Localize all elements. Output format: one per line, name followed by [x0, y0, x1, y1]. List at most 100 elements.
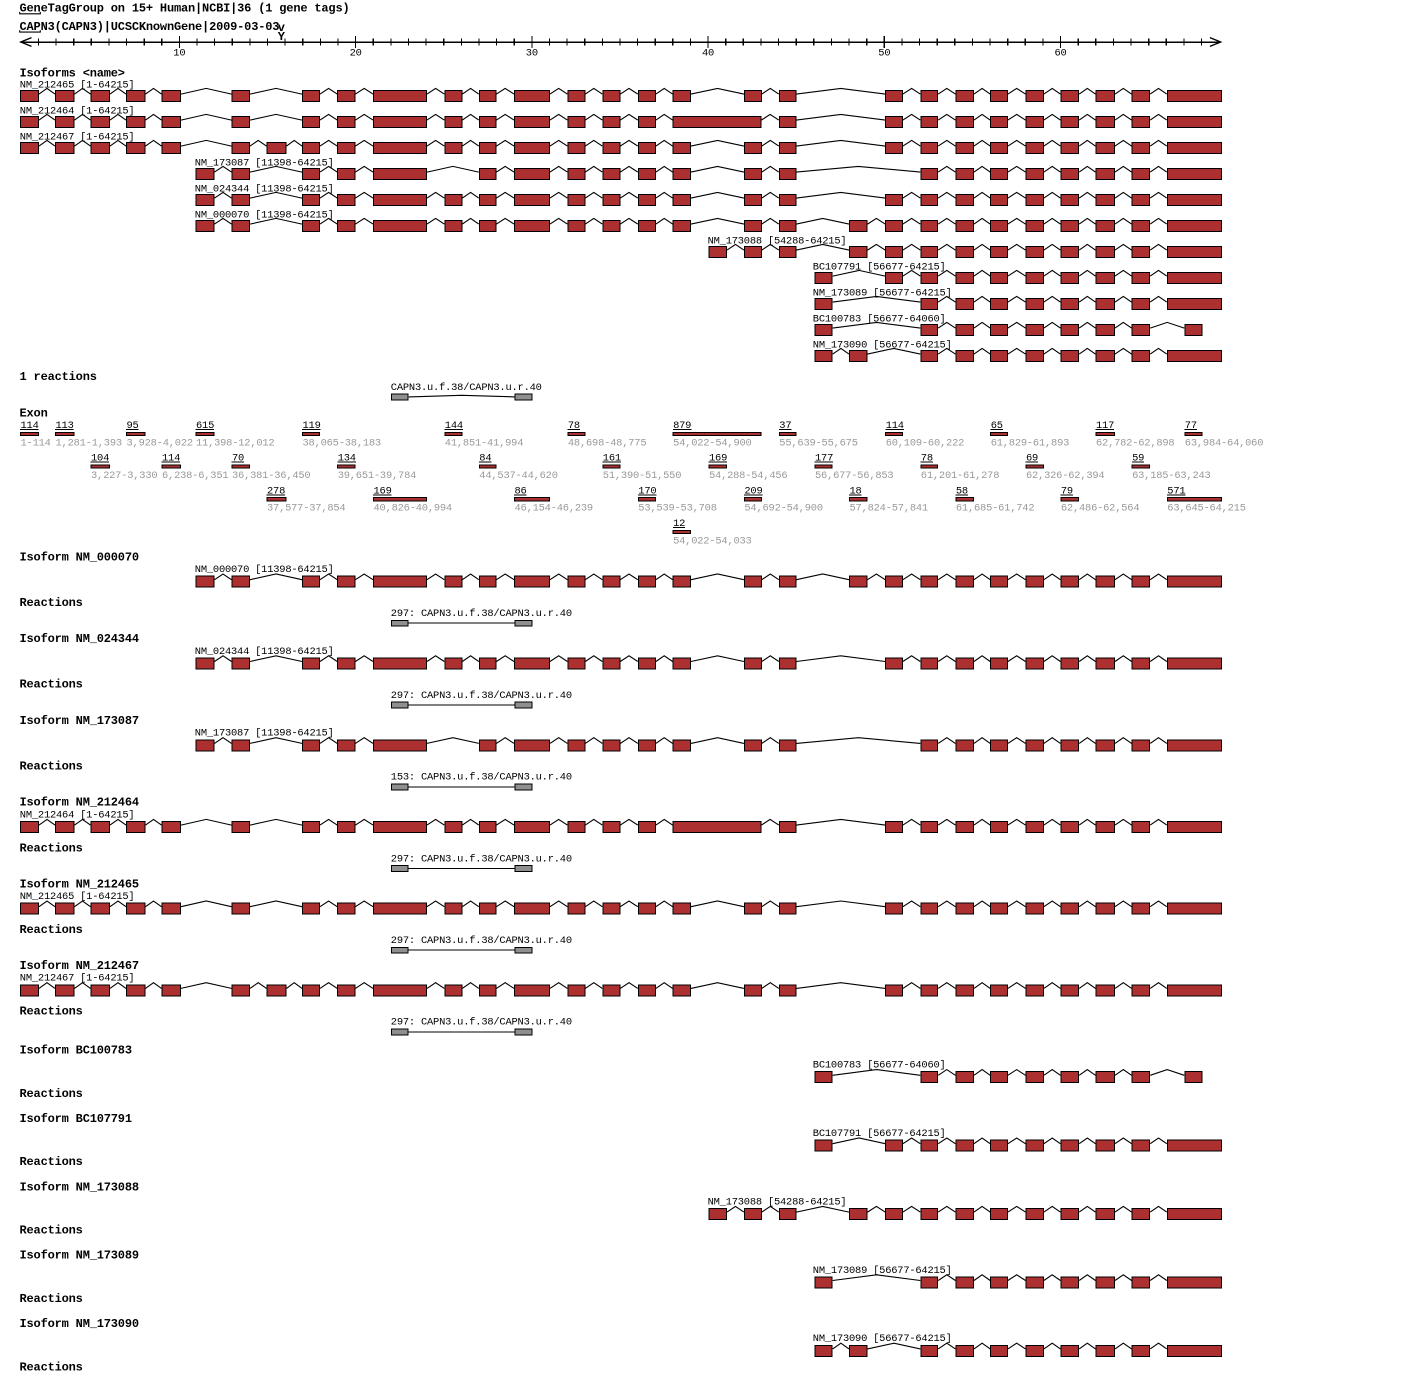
svg-text:153: CAPN3.u.f.38/CAPN3.u.r.40: 153: CAPN3.u.f.38/CAPN3.u.r.40	[391, 772, 572, 784]
svg-text:879: 879	[673, 420, 691, 432]
svg-text:NM_173088 [54288-64215]: NM_173088 [54288-64215]	[708, 1196, 847, 1208]
svg-text:Isoform NM_173090: Isoform NM_173090	[20, 1317, 139, 1331]
svg-text:170: 170	[638, 485, 656, 497]
svg-text:Reactions: Reactions	[20, 596, 83, 610]
svg-text:NM_000070 [11398-64215]: NM_000070 [11398-64215]	[195, 210, 334, 222]
svg-text:114: 114	[162, 453, 180, 465]
svg-text:40,826-40,994: 40,826-40,994	[374, 503, 452, 515]
svg-text:Isoforms <name>: Isoforms <name>	[20, 67, 125, 81]
svg-text:BC100783 [56677-64060]: BC100783 [56677-64060]	[813, 1060, 946, 1072]
svg-text:117: 117	[1096, 420, 1114, 432]
svg-text:114: 114	[21, 420, 39, 432]
svg-text:78: 78	[568, 420, 580, 432]
svg-text:NM_173089 [56677-64215]: NM_173089 [56677-64215]	[813, 1265, 952, 1277]
svg-text:1 reactions: 1 reactions	[20, 370, 97, 384]
svg-text:58: 58	[956, 485, 968, 497]
svg-text:Isoform NM_212465: Isoform NM_212465	[20, 877, 139, 891]
svg-text:114: 114	[886, 420, 904, 432]
svg-text:55,639-55,675: 55,639-55,675	[779, 437, 857, 449]
svg-text:297: CAPN3.u.f.38/CAPN3.u.r.40: 297: CAPN3.u.f.38/CAPN3.u.r.40	[391, 608, 572, 620]
svg-text:Isoform NM_173089: Isoform NM_173089	[20, 1249, 139, 1263]
svg-text:297: CAPN3.u.f.38/CAPN3.u.r.40: 297: CAPN3.u.f.38/CAPN3.u.r.40	[391, 690, 572, 702]
svg-text:86: 86	[515, 485, 527, 497]
svg-text:v: v	[278, 21, 285, 35]
svg-text:GeneTagGroup on 15+ Human|NCBI: GeneTagGroup on 15+ Human|NCBI|36 (1 gen…	[20, 1, 350, 15]
svg-text:41,851-41,994: 41,851-41,994	[445, 437, 523, 449]
svg-text:44,537-44,620: 44,537-44,620	[479, 470, 557, 482]
svg-text:63,984-64,060: 63,984-64,060	[1185, 437, 1263, 449]
svg-text:209: 209	[744, 485, 762, 497]
svg-text:Reactions: Reactions	[20, 1292, 83, 1306]
svg-text:BC100783 [56677-64060]: BC100783 [56677-64060]	[813, 314, 946, 326]
svg-text:Reactions: Reactions	[20, 1224, 83, 1238]
svg-text:BC107791 [56677-64215]: BC107791 [56677-64215]	[813, 1128, 946, 1140]
svg-text:62,326-62,394: 62,326-62,394	[1026, 470, 1104, 482]
svg-text:NM_173089 [56677-64215]: NM_173089 [56677-64215]	[813, 288, 952, 300]
svg-text:CAPN3.u.f.38/CAPN3.u.r.40: CAPN3.u.f.38/CAPN3.u.r.40	[391, 382, 542, 394]
svg-text:54,288-54,456: 54,288-54,456	[709, 470, 787, 482]
svg-text:77: 77	[1185, 420, 1197, 432]
svg-text:18: 18	[850, 485, 862, 497]
svg-text:NM_212464 [1-64215]: NM_212464 [1-64215]	[20, 106, 135, 118]
svg-text:65: 65	[991, 420, 1003, 432]
svg-text:NM_173088 [54288-64215]: NM_173088 [54288-64215]	[708, 236, 847, 248]
svg-text:NM_173090 [56677-64215]: NM_173090 [56677-64215]	[813, 1333, 952, 1345]
svg-text:3,928-4,022: 3,928-4,022	[127, 437, 193, 449]
svg-text:12: 12	[673, 518, 685, 530]
svg-text:Isoform NM_000070: Isoform NM_000070	[20, 550, 139, 564]
svg-text:30: 30	[526, 48, 538, 60]
svg-text:Reactions: Reactions	[20, 760, 83, 774]
svg-text:169: 169	[374, 485, 392, 497]
svg-text:61,829-61,893: 61,829-61,893	[991, 437, 1069, 449]
svg-text:113: 113	[56, 420, 74, 432]
svg-text:Isoform NM_173087: Isoform NM_173087	[20, 714, 139, 728]
svg-text:38,065-38,183: 38,065-38,183	[303, 437, 381, 449]
svg-text:20: 20	[350, 48, 362, 60]
svg-text:NM_000070 [11398-64215]: NM_000070 [11398-64215]	[195, 564, 334, 576]
svg-text:62,782-62,898: 62,782-62,898	[1096, 437, 1174, 449]
svg-text:144: 144	[445, 420, 463, 432]
svg-text:Isoform NM_024344: Isoform NM_024344	[20, 632, 139, 646]
svg-text:Isoform NM_212464: Isoform NM_212464	[20, 796, 139, 810]
svg-text:95: 95	[127, 420, 139, 432]
svg-text:NM_173087 [11398-64215]: NM_173087 [11398-64215]	[195, 728, 334, 740]
svg-text:Reactions: Reactions	[20, 841, 83, 855]
svg-text:60: 60	[1055, 48, 1067, 60]
svg-text:63,645-64,215: 63,645-64,215	[1167, 503, 1245, 515]
svg-text:278: 278	[267, 485, 285, 497]
svg-text:Reactions: Reactions	[20, 1360, 83, 1374]
svg-text:Isoform BC100783: Isoform BC100783	[20, 1044, 132, 1058]
svg-text:69: 69	[1026, 453, 1038, 465]
svg-text:37,577-37,854: 37,577-37,854	[267, 503, 345, 515]
svg-text:11,398-12,012: 11,398-12,012	[196, 437, 274, 449]
svg-text:46,154-46,239: 46,154-46,239	[515, 503, 593, 515]
svg-text:61,685-61,742: 61,685-61,742	[956, 503, 1034, 515]
svg-text:78: 78	[921, 453, 933, 465]
svg-text:62,486-62,564: 62,486-62,564	[1061, 503, 1139, 515]
svg-text:60,109-60,222: 60,109-60,222	[886, 437, 964, 449]
svg-text:Reactions: Reactions	[20, 1087, 83, 1101]
svg-text:53,539-53,708: 53,539-53,708	[638, 503, 716, 515]
svg-text:70: 70	[232, 453, 244, 465]
svg-text:40: 40	[702, 48, 714, 60]
svg-text:54,022-54,033: 54,022-54,033	[673, 535, 751, 547]
svg-text:61,201-61,278: 61,201-61,278	[921, 470, 999, 482]
svg-text:48,698-48,775: 48,698-48,775	[568, 437, 646, 449]
svg-text:39,651-39,784: 39,651-39,784	[338, 470, 416, 482]
svg-text:54,692-54,900: 54,692-54,900	[744, 503, 822, 515]
svg-text:10: 10	[173, 48, 185, 60]
svg-text:NM_024344 [11398-64215]: NM_024344 [11398-64215]	[195, 646, 334, 658]
svg-text:1,281-1,393: 1,281-1,393	[56, 437, 122, 449]
svg-text:79: 79	[1061, 485, 1073, 497]
svg-text:37: 37	[779, 420, 791, 432]
svg-text:51,390-51,550: 51,390-51,550	[603, 470, 681, 482]
svg-text:615: 615	[196, 420, 214, 432]
svg-text:NM_212465 [1-64215]: NM_212465 [1-64215]	[20, 891, 135, 903]
svg-text:NM_212464 [1-64215]: NM_212464 [1-64215]	[20, 809, 135, 821]
svg-text:NM_024344 [11398-64215]: NM_024344 [11398-64215]	[195, 184, 334, 196]
svg-text:Y: Y	[278, 30, 286, 44]
svg-text:NM_212467 [1-64215]: NM_212467 [1-64215]	[20, 132, 135, 144]
svg-text:297: CAPN3.u.f.38/CAPN3.u.r.40: 297: CAPN3.u.f.38/CAPN3.u.r.40	[391, 935, 572, 947]
svg-text:NM_212465 [1-64215]: NM_212465 [1-64215]	[20, 80, 135, 92]
svg-text:169: 169	[709, 453, 727, 465]
